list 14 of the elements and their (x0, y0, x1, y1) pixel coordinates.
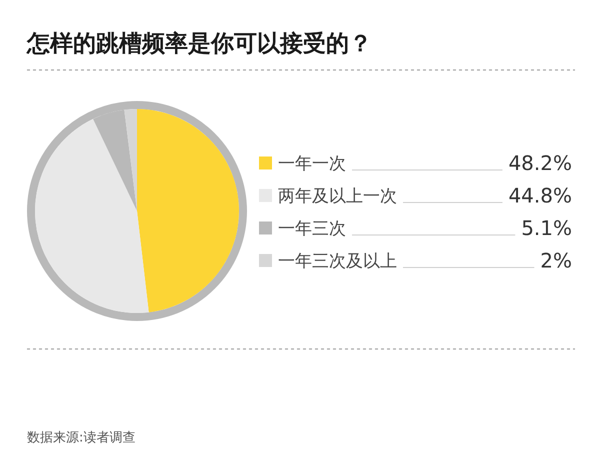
pie-slice (137, 109, 239, 312)
data-label: 2% (540, 248, 572, 272)
legend-label: 一年三次及以上 (278, 251, 397, 272)
legend-label: 一年一次 (278, 154, 346, 174)
legend-label: 一年三次 (278, 218, 346, 239)
pie-slice (124, 109, 137, 211)
data-label: 44.8% (508, 184, 572, 208)
chart-title: 怎样的跳槽频率是你可以接受的？ (26, 30, 372, 58)
data-label: 48.2% (508, 151, 572, 175)
pie-slice (35, 118, 149, 313)
source-note: 数据来源:读者调查 (27, 430, 136, 446)
legend-label: 两年及以上一次 (278, 186, 397, 206)
data-label: 5.1% (521, 216, 572, 240)
pie-slice (93, 110, 137, 211)
